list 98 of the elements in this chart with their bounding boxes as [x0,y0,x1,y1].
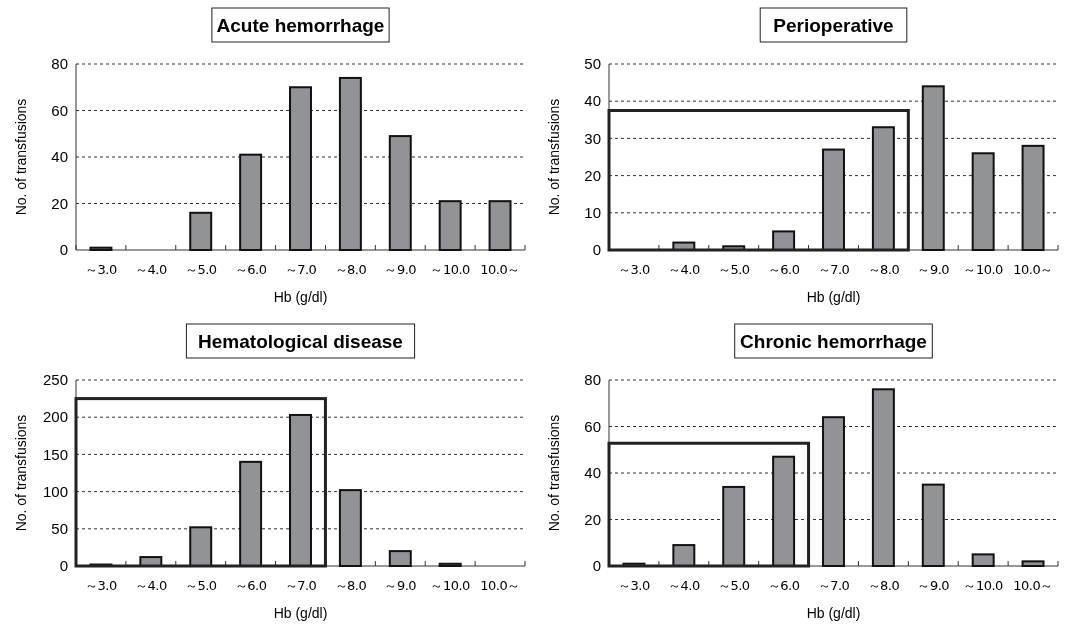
bar [438,562,462,567]
x-tick-label: ～8.0 [334,262,367,277]
x-axis-title: Hb (g/dl) [273,605,328,621]
y-axis-title: No. of transfusions [546,98,562,216]
x-tick-label: ～5.0 [184,262,217,277]
y-axis-title: No. of transfusions [13,98,29,216]
y-tick-label: 250 [42,371,68,389]
bar [822,416,845,567]
bar [871,388,895,567]
bar [388,135,412,251]
bar [89,246,113,251]
chart-title: Acute hemorrhage [216,15,385,36]
y-tick-label: 200 [42,408,68,426]
y-tick-label: 0 [592,557,601,575]
bar [1021,144,1045,251]
bar [822,148,845,251]
x-tick-label: ～6.0 [234,578,267,593]
x-tick-label: ～10.0 [963,262,1004,277]
bar [289,86,312,251]
x-tick-label: ～7.0 [817,262,850,277]
x-tick-label: ～4.0 [667,578,700,593]
x-tick-label: ～9.0 [917,262,950,277]
x-tick-label: ～8.0 [867,578,900,593]
bar [338,76,362,251]
x-tick-label: ～10.0 [963,578,1004,593]
y-tick-label: 60 [51,101,68,119]
x-tick-label: 10.0～ [1013,578,1053,593]
x-tick-label: ～3.0 [618,578,650,593]
y-tick-label: 100 [42,482,68,500]
x-tick-label: ～5.0 [717,262,750,277]
x-axis-title: Hb (g/dl) [806,605,861,621]
x-tick-label: ～4.0 [134,578,167,593]
bar [921,483,945,567]
x-tick-label: ～9.0 [384,578,417,593]
x-tick-label: ～3.0 [85,578,117,593]
x-tick-label: ～9.0 [384,262,417,277]
y-tick-label: 0 [59,557,68,575]
y-tick-label: 20 [584,510,601,528]
x-tick-label: ～8.0 [867,262,900,277]
bar [871,126,895,251]
bar [289,413,312,567]
bar [239,153,263,251]
chart-title: Perioperative [773,15,894,36]
y-tick-label: 60 [584,417,601,435]
bar [189,211,213,251]
y-tick-label: 50 [584,55,601,73]
x-tick-label: ～6.0 [767,578,800,593]
x-tick-label: ～5.0 [184,578,217,593]
x-tick-label: ～5.0 [717,578,750,593]
x-tick-label: ～3.0 [618,262,650,277]
y-tick-label: 40 [51,148,68,166]
x-tick-label: 10.0～ [480,578,520,593]
x-axis-title: Hb (g/dl) [273,289,328,305]
y-tick-label: 20 [51,194,68,212]
x-tick-label: ～7.0 [284,578,317,593]
y-tick-label: 80 [51,55,68,73]
x-tick-label: ～10.0 [430,578,471,593]
x-tick-label: ～3.0 [85,262,117,277]
bar [772,230,796,251]
bar [388,550,412,567]
x-tick-label: ～7.0 [817,578,850,593]
y-axis-title: No. of transfusions [546,414,562,532]
bar [1021,560,1045,567]
x-tick-label: 10.0～ [480,262,520,277]
bar [239,460,263,567]
bar [971,553,995,567]
chart-title: Chronic hemorrhage [740,331,927,352]
bar [488,200,512,251]
bar [189,526,213,567]
y-tick-label: 150 [42,445,68,463]
x-tick-label: ～4.0 [667,262,700,277]
y-tick-label: 80 [584,371,601,389]
bar [971,152,995,251]
y-tick-label: 30 [584,129,601,147]
y-tick-label: 40 [584,464,601,482]
bar [772,455,796,567]
y-tick-label: 0 [59,241,68,259]
bar [722,485,746,567]
y-tick-label: 10 [584,204,601,222]
bar [438,200,462,251]
x-tick-label: ～9.0 [917,578,950,593]
x-tick-label: 10.0～ [1013,262,1053,277]
bar [921,85,945,251]
chart-title: Hematological disease [198,331,403,352]
y-axis-title: No. of transfusions [13,414,29,532]
y-tick-label: 20 [584,166,601,184]
x-axis-title: Hb (g/dl) [806,289,861,305]
y-tick-label: 50 [51,520,68,538]
bar [338,489,362,567]
bar [672,544,696,567]
x-tick-label: ～4.0 [134,262,167,277]
x-tick-label: ～7.0 [284,262,317,277]
x-tick-label: ～10.0 [430,262,471,277]
x-tick-label: ～8.0 [334,578,367,593]
y-tick-label: 0 [592,241,601,259]
y-tick-label: 40 [584,92,601,110]
x-tick-label: ～6.0 [767,262,800,277]
x-tick-label: ～6.0 [234,262,267,277]
